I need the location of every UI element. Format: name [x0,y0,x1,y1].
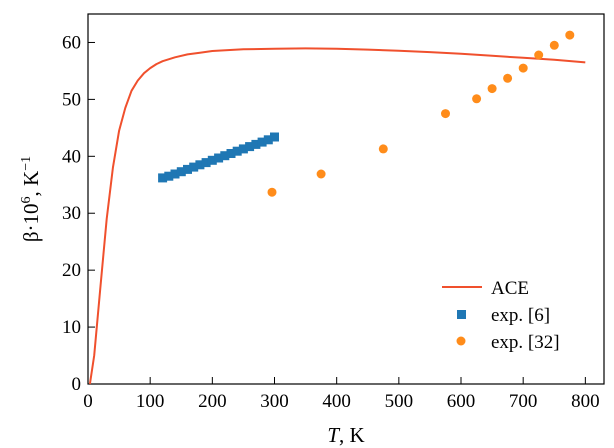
x-tick-label: 0 [83,391,93,412]
point-exp6 [270,132,279,142]
x-tick-label: 500 [385,391,414,412]
point-exp6 [195,160,205,170]
legend-marker-exp32 [456,336,466,346]
x-axis-title-symbol: T [327,423,340,447]
y-axis-title-exponent: 6 [19,196,34,203]
point-exp32 [441,109,450,119]
legend-label-exp6: exp. [6] [491,305,550,326]
point-exp6 [226,149,236,158]
point-exp32 [503,73,513,83]
point-exp6 [214,153,224,163]
y-tick-label: 10 [62,317,81,338]
point-exp32 [316,169,326,179]
point-exp32 [267,187,277,197]
point-exp6 [189,162,199,172]
legend-label-exp32: exp. [32] [491,332,560,353]
legend: ACE exp. [6] exp. [32] [442,278,560,353]
y-tick-label: 0 [72,374,82,395]
point-exp6 [183,164,192,174]
point-exp6 [232,146,242,156]
point-exp32 [549,40,559,50]
point-exp6 [263,135,273,145]
plot-frame [87,13,605,385]
point-exp6 [201,158,211,168]
axis-ticks: 0 100 200 300 400 500 600 700 800 0 10 20 30 40 50 60 [62,32,600,412]
point-exp6 [176,167,186,177]
series-line-ace [88,47,586,385]
point-exp32 [487,84,497,94]
point-exp6 [164,171,174,181]
y-tick-label: 30 [62,203,81,224]
point-exp6 [158,173,168,183]
point-exp32 [472,94,482,104]
point-exp6 [170,169,180,179]
legend-marker-exp6 [457,310,466,319]
legend-label-ace: ACE [491,278,529,299]
x-tick-label: 300 [260,391,289,412]
point-exp32 [378,144,388,154]
y-tick-label: 60 [62,32,81,53]
y-tick-label: 20 [62,260,81,281]
x-tick-label: 400 [322,391,351,412]
y-axis-title-unit-exponent: −1 [19,156,34,171]
x-tick-label: 200 [198,391,227,412]
point-exp32 [518,63,528,73]
y-axis-title-prefix: β·10 [19,203,43,242]
x-axis-title: T, K [327,423,364,447]
point-exp6 [207,155,217,165]
x-tick-label: 600 [447,391,476,412]
x-tick-label: 100 [136,391,165,412]
x-tick-label: 800 [571,391,600,412]
x-axis-title-unit: , K [339,423,365,447]
y-axis-title-unit: , K [19,171,43,197]
point-exp32 [534,50,544,60]
y-axis-title: β·106, K−1 [19,156,43,242]
point-exp6 [245,142,255,152]
point-exp6 [238,144,248,154]
point-exp6 [251,139,261,149]
y-tick-label: 40 [62,146,81,167]
y-tick-label: 50 [62,89,81,110]
point-exp6 [220,151,230,161]
plot-area [88,30,586,385]
x-tick-label: 700 [509,391,538,412]
point-exp32 [565,30,575,40]
point-exp6 [257,137,267,147]
